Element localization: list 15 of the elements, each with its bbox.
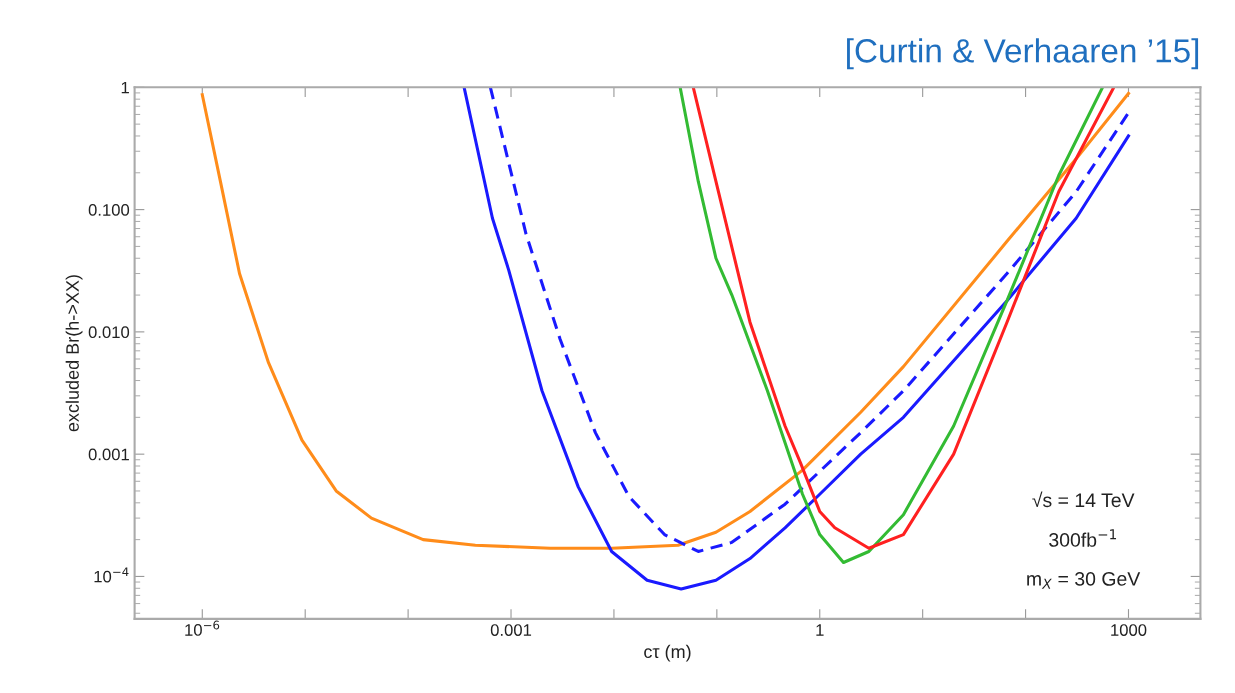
x-axis-title: cτ (m) (644, 644, 691, 662)
y-tick-label: 1 (121, 81, 129, 94)
y-axis-title: excluded Br(h->XX) (65, 275, 83, 432)
annotation: m$_{X}$ = 30 GeV (1027, 572, 1141, 589)
y-tick-label: 0.100 (88, 204, 130, 216)
x-tick-label: 1 (816, 624, 824, 636)
x-tick-label: 1000 (1111, 624, 1147, 636)
x-tick-label: 0.001 (490, 624, 532, 636)
y-tick-label: 0.010 (88, 326, 130, 339)
annotation: 300fb$^{−1}$ (1049, 529, 1117, 547)
y-tick-label: 10$^{−4}$ (94, 567, 129, 583)
x-tick-label: 10$^{−6}$ (185, 620, 220, 636)
chart-title: [Curtin & Verhaaren ’15] (847, 38, 1199, 70)
annotation: √s = 14 TeV (1032, 491, 1135, 508)
y-tick-label: 0.001 (88, 448, 129, 461)
